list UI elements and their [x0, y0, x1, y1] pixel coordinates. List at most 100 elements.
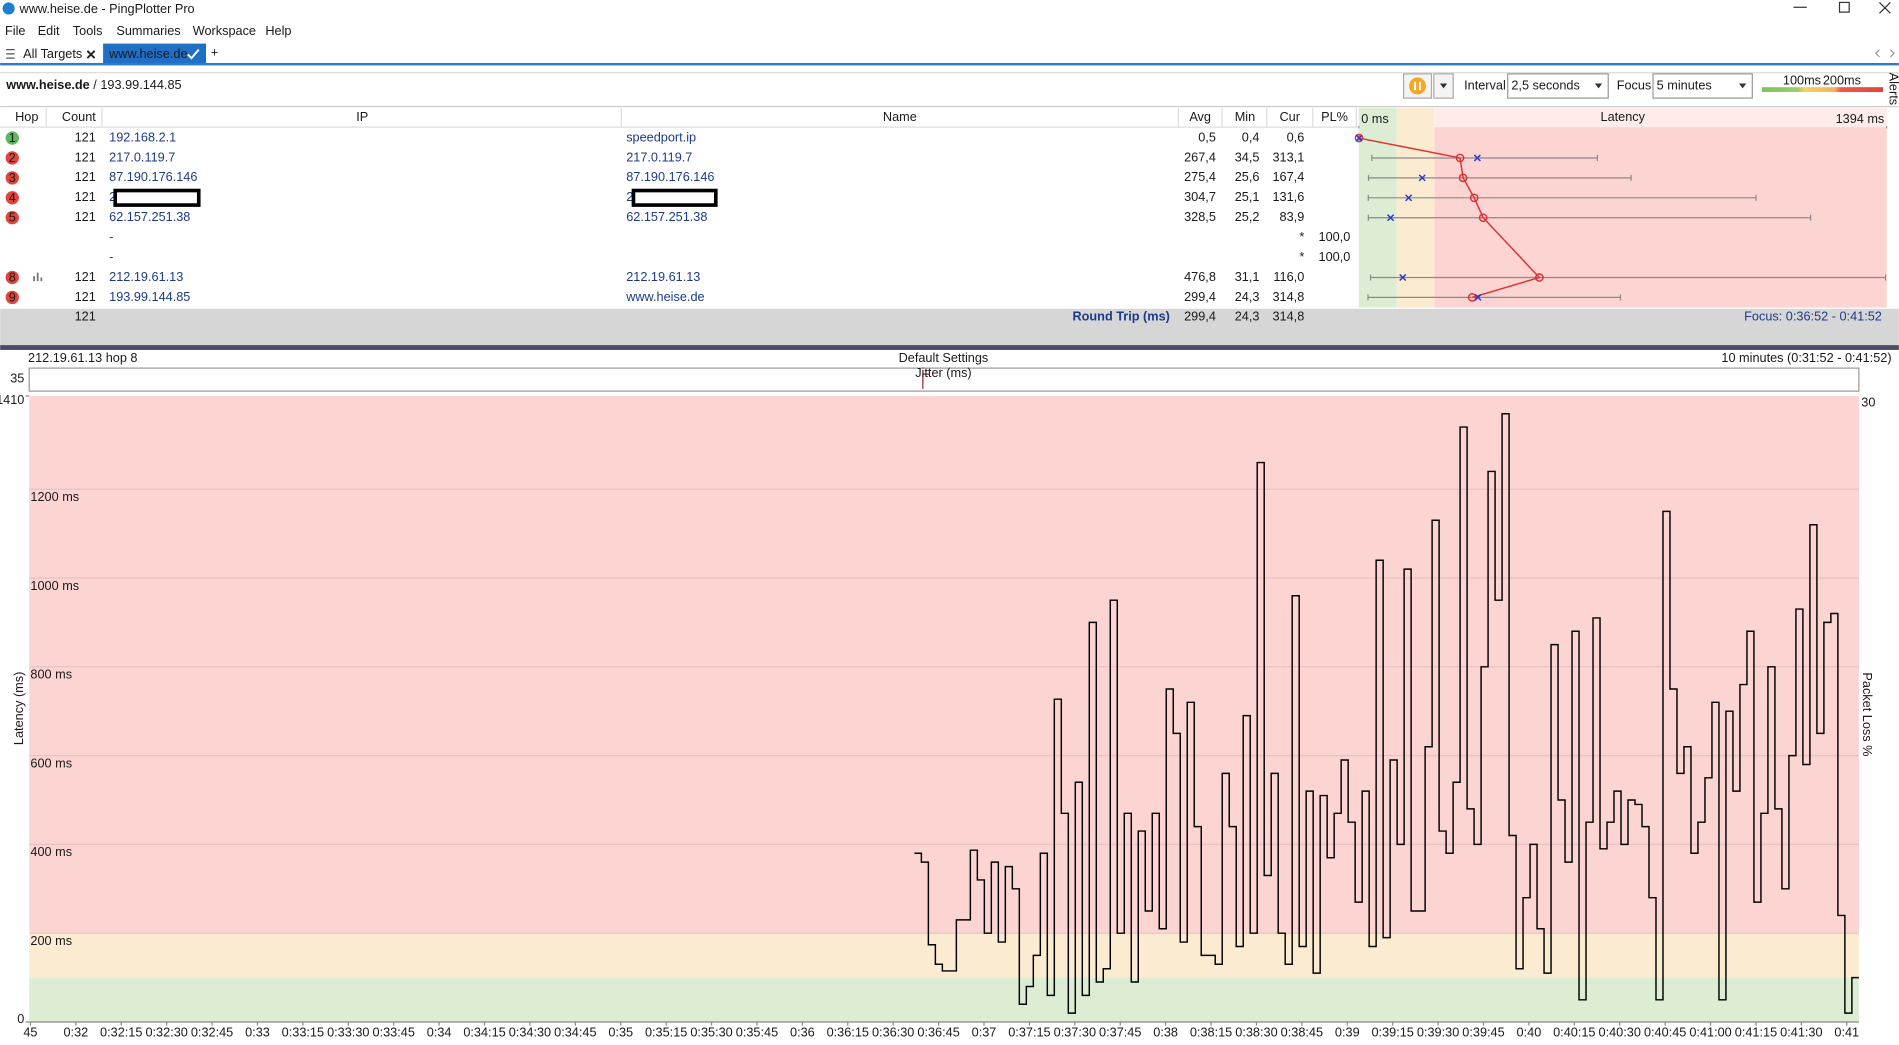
y-tick-label: 1410 [0, 392, 24, 407]
hop-number: 2 [9, 150, 16, 165]
hop-number: 4 [9, 190, 16, 205]
x-tick-label: 0:40 [1517, 1024, 1542, 1039]
y-tick-label: 1000 ms [30, 578, 79, 593]
focus-select[interactable] [1652, 73, 1753, 99]
hop-name: 87.190.176.146 [626, 169, 714, 184]
cur-point [1387, 214, 1395, 222]
x-tick-label: 0:36:30 [872, 1024, 914, 1039]
menu-item[interactable]: Help [265, 23, 291, 38]
hop-pl: 100,0 [1319, 229, 1351, 244]
x-tick-label: 0:35:30 [690, 1024, 732, 1039]
menu-item[interactable]: File [5, 23, 25, 38]
tab-check [187, 49, 200, 60]
hop-ip: 2 [109, 189, 116, 204]
avg-point [1458, 173, 1468, 183]
hop-name: www.heise.de [625, 289, 704, 304]
hop-count: 121 [75, 189, 96, 204]
x-tick-label: 0:36 [790, 1024, 815, 1039]
add-tab[interactable]: + [211, 45, 218, 60]
y-tick-label: 200 ms [30, 933, 72, 948]
hop-ip: 62.157.251.38 [109, 209, 190, 224]
latency-band [29, 977, 1859, 1022]
cur-point [1405, 194, 1413, 202]
summary-bar [0, 308, 1899, 346]
dropdown-arrow [1594, 83, 1603, 89]
latency-band [1434, 107, 1887, 308]
hop-cur: * [1299, 249, 1304, 264]
avg-point [1354, 133, 1364, 143]
avg-point [1467, 293, 1477, 302]
side-tab[interactable]: Alerts [1886, 73, 1899, 105]
summary-count: 121 [75, 309, 96, 324]
x-tick-label: 0:37:30 [1054, 1024, 1096, 1039]
cur-point [1474, 293, 1482, 301]
interval-select[interactable] [1507, 73, 1609, 99]
summary-cur: 314,8 [1272, 309, 1304, 324]
x-tick-label: 0:33:30 [327, 1024, 369, 1039]
focus-label: Focus [1617, 77, 1652, 92]
tab-label[interactable]: All Targets [23, 46, 82, 61]
x-tick-label: 0:40:45 [1644, 1024, 1686, 1039]
hop-number: 1 [9, 130, 16, 145]
cur-point [1473, 154, 1481, 162]
cur-point [1355, 134, 1363, 142]
hop-count: 121 [75, 289, 96, 304]
latency-band [1396, 107, 1435, 308]
detail-range: 10 minutes (0:31:52 - 0:41:52) [1721, 350, 1891, 365]
x-tick-label: 0:38:15 [1190, 1024, 1232, 1039]
menu-item[interactable]: Tools [73, 23, 103, 38]
active-tab[interactable] [103, 43, 207, 65]
tabs-menu-icon[interactable] [6, 49, 15, 59]
hop-status [5, 151, 19, 165]
redaction [631, 188, 718, 207]
jitter-trace [922, 373, 929, 389]
latency-header-bg [1433, 107, 1887, 128]
hop-avg: 275,4 [1184, 169, 1216, 184]
avg-point [1455, 153, 1465, 163]
latency-tick-label: 0 ms [1361, 111, 1389, 126]
hop-ip: 87.190.176.146 [109, 169, 197, 184]
latency-header: Latency [1601, 109, 1646, 124]
restore-button[interactable] [1838, 1, 1850, 13]
close-button[interactable] [1879, 1, 1891, 14]
hop-name: 2 [626, 189, 633, 204]
hop-status [5, 270, 19, 285]
dropdown-arrow [1739, 83, 1747, 89]
y-axis-label: Latency (ms) [11, 672, 26, 745]
hop-ip: 192.168.2.1 [109, 129, 176, 144]
x-tick-label: 0:33 [245, 1024, 270, 1039]
hop-number: 3 [9, 170, 16, 185]
hop-cur: 116,0 [1273, 269, 1304, 284]
cur-point [1418, 174, 1426, 182]
summary-avg: 299,4 [1184, 309, 1216, 324]
menu-item[interactable]: Workspace [193, 23, 256, 38]
hop-name: 212.19.61.13 [626, 269, 700, 284]
column-header: Count [62, 109, 96, 124]
splitter[interactable] [0, 345, 1899, 350]
hop-ip: 217.0.119.7 [109, 149, 175, 164]
min-max-bar [1367, 174, 1632, 181]
hop-min: 24,3 [1235, 289, 1260, 304]
detail-settings: Default Settings [899, 350, 989, 365]
min-max-bar [1367, 294, 1622, 301]
hop-min: 25,6 [1235, 169, 1260, 184]
tab-scroll[interactable] [1874, 49, 1895, 58]
x-tick-label: 0:34:15 [463, 1024, 505, 1039]
latency-band [29, 395, 1859, 934]
menu-item[interactable]: Summaries [116, 23, 180, 38]
y2-tick-label: 30 [1861, 395, 1875, 410]
hop-name: speedport.ip [626, 129, 696, 144]
column-header: IP [356, 109, 368, 124]
hop-cur: 131,6 [1272, 189, 1304, 204]
jitter-label: Jitter (ms) [915, 365, 971, 380]
tab-close[interactable] [86, 50, 96, 59]
menu-item[interactable]: Edit [38, 23, 60, 38]
hop-cur: * [1299, 229, 1304, 244]
hop-avg: 304,7 [1184, 189, 1216, 204]
hop-number: 5 [9, 210, 16, 225]
min-max-bar [1369, 274, 1887, 281]
tab-label[interactable]: www.heise.de [108, 46, 187, 61]
hop-pl: 100,0 [1319, 249, 1351, 264]
redaction [113, 188, 201, 207]
hop-avg: 299,4 [1184, 289, 1216, 304]
